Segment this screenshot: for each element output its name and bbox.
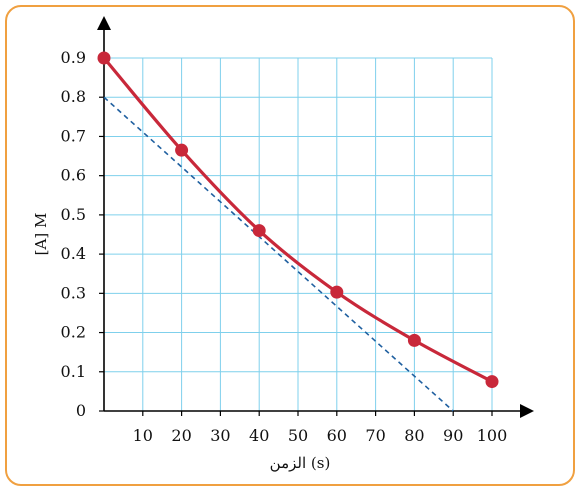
data-point <box>175 143 189 157</box>
x-tick-label: 40 <box>249 426 269 445</box>
y-tick-label: 0.7 <box>61 126 86 145</box>
y-tick-label: 0.2 <box>61 323 86 342</box>
y-axis-arrow <box>97 16 111 30</box>
x-tick-label: 50 <box>288 426 308 445</box>
x-tick-label: 100 <box>477 426 508 445</box>
data-point <box>485 375 499 389</box>
x-tick-label: 60 <box>327 426 347 445</box>
data-point <box>97 51 111 65</box>
chart-frame <box>5 5 575 486</box>
x-axis-label: الزمن (s) <box>270 454 331 472</box>
data-point <box>330 285 344 299</box>
y-tick-label: 0.6 <box>61 166 86 185</box>
data-point <box>252 224 266 238</box>
y-tick-label: 0.8 <box>61 87 86 106</box>
x-tick-label: 10 <box>133 426 153 445</box>
y-tick-label: 0.1 <box>61 362 86 381</box>
x-tick-label: 90 <box>443 426 463 445</box>
tangent-line-path <box>103 96 454 412</box>
series <box>97 51 499 389</box>
y-tick-label: 0.3 <box>61 283 86 302</box>
axes <box>97 16 534 418</box>
y-tick-label: 0.4 <box>61 244 86 263</box>
y-tick-label: 0 <box>76 401 86 420</box>
x-tick-label: 80 <box>404 426 424 445</box>
data-point <box>407 333 421 347</box>
y-axis-label: [A] M <box>32 213 50 256</box>
x-tick-label: 70 <box>365 426 385 445</box>
x-tick-label: 30 <box>210 426 230 445</box>
tick-labels: 10 20 30 40 50 60 70 80 90 100 0 0.1 0.2 0.3 0.4 0.5 0.6… <box>61 48 508 445</box>
tangent-line <box>103 96 454 412</box>
x-axis-arrow <box>520 404 534 418</box>
y-tick-label: 0.5 <box>61 205 86 224</box>
x-tick-label: 20 <box>171 426 191 445</box>
y-tick-label: 0.9 <box>61 48 86 67</box>
grid <box>104 57 493 411</box>
